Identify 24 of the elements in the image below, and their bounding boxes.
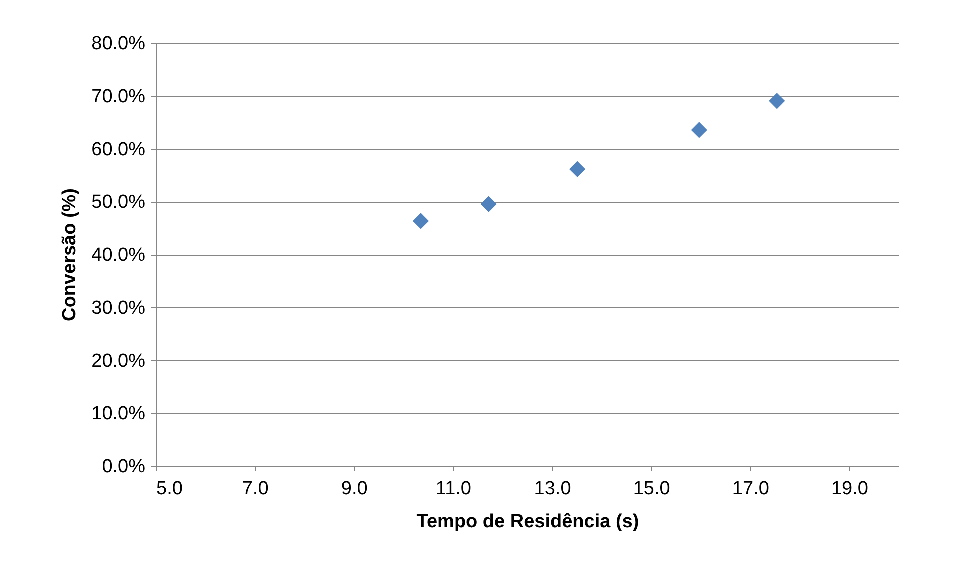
y-tick-label: 0.0% (102, 456, 146, 478)
point (569, 161, 586, 178)
point (480, 196, 497, 212)
x-tick-label: 15.0 (633, 478, 670, 500)
x-axis-title: Tempo de Residência (s) (416, 512, 640, 532)
y-tick-label: 30.0% (92, 298, 146, 319)
x-tick-label: 13.0 (534, 478, 572, 500)
y-tick-label: 10.0% (92, 404, 146, 425)
x-tick-label: 19.0 (831, 478, 868, 500)
point (691, 122, 708, 138)
x-tick-label: 9.0 (341, 478, 368, 500)
y-axis-title: Conversão (%) (60, 188, 81, 322)
y-tick-label: 20.0% (92, 350, 146, 372)
y-tick-label: 80.0% (92, 34, 146, 54)
x-tick-label: 17.0 (732, 478, 770, 500)
x-tick-label: 7.0 (242, 478, 269, 500)
x-tick-label: 11.0 (436, 478, 472, 500)
y-tick-label: 50.0% (92, 192, 146, 214)
point (769, 93, 786, 110)
y-tick-label: 60.0% (92, 139, 146, 160)
x-tick-label: 5.0 (156, 478, 183, 500)
point (412, 213, 430, 230)
y-tick-label: 70.0% (92, 86, 146, 108)
y-tick-label: 40.0% (92, 245, 146, 266)
